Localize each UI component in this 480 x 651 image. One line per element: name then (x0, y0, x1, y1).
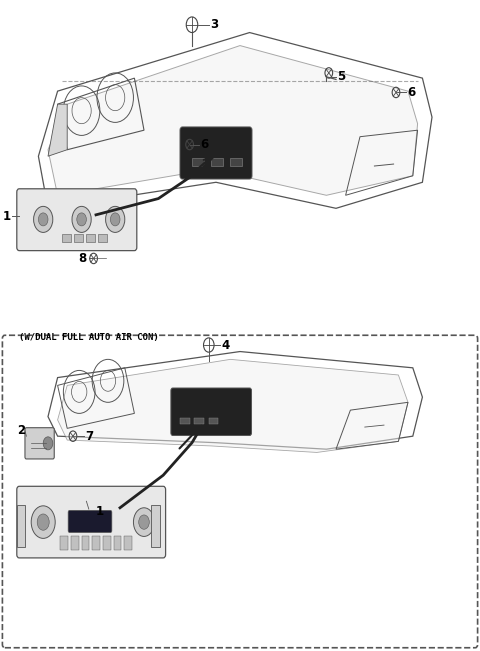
Bar (98, 234, 107, 242)
Bar (124, 536, 132, 550)
Bar (74, 234, 83, 242)
Text: 7: 7 (85, 430, 94, 443)
Bar (114, 536, 121, 550)
Circle shape (31, 506, 55, 538)
FancyBboxPatch shape (180, 127, 252, 179)
Bar (17, 505, 25, 547)
FancyBboxPatch shape (68, 510, 112, 533)
Circle shape (77, 213, 86, 226)
FancyBboxPatch shape (25, 428, 54, 459)
Text: 5: 5 (337, 70, 346, 83)
Polygon shape (58, 359, 408, 452)
Polygon shape (48, 46, 418, 195)
Bar (209, 418, 218, 424)
Bar (92, 536, 100, 550)
Circle shape (38, 213, 48, 226)
Circle shape (139, 515, 149, 529)
Bar (192, 158, 204, 166)
FancyBboxPatch shape (17, 189, 137, 251)
Circle shape (43, 437, 53, 450)
Bar (60, 536, 68, 550)
Text: 4: 4 (221, 339, 229, 352)
Bar (194, 418, 204, 424)
Circle shape (106, 206, 125, 232)
Circle shape (72, 206, 91, 232)
Text: 1: 1 (96, 505, 104, 518)
Text: (W/DUAL FULL AUTO AIR CON): (W/DUAL FULL AUTO AIR CON) (19, 333, 159, 342)
Bar (86, 234, 95, 242)
Circle shape (34, 206, 53, 232)
Bar (82, 536, 89, 550)
Bar (71, 536, 79, 550)
FancyBboxPatch shape (17, 486, 166, 558)
Bar (230, 158, 242, 166)
Text: 8: 8 (78, 252, 86, 265)
Text: 1: 1 (2, 210, 11, 223)
Text: 6: 6 (407, 86, 415, 99)
Circle shape (110, 213, 120, 226)
Text: 2: 2 (17, 424, 25, 437)
Bar (62, 234, 71, 242)
Text: 3: 3 (210, 18, 218, 31)
Bar (211, 158, 223, 166)
Circle shape (37, 514, 49, 530)
Circle shape (133, 508, 155, 536)
Bar (180, 418, 190, 424)
Bar (151, 505, 160, 547)
Polygon shape (48, 104, 67, 156)
FancyBboxPatch shape (171, 388, 252, 436)
Text: 6: 6 (201, 138, 209, 151)
Bar (103, 536, 111, 550)
